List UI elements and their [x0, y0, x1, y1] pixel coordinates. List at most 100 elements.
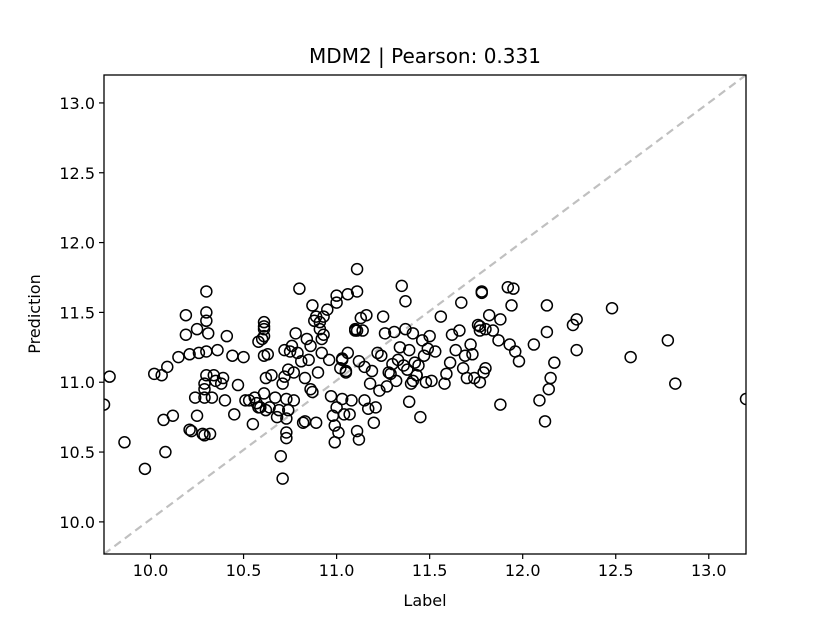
- scatter-point: [196, 427, 209, 441]
- scatter-point: [190, 409, 204, 422]
- scatter-point: [401, 363, 414, 376]
- scatter-point: [570, 343, 583, 357]
- scatter-point: [317, 310, 330, 323]
- scatter-point: [335, 392, 349, 406]
- scatter-point: [343, 408, 356, 421]
- scatter-point: [321, 303, 334, 316]
- identity-reference-line: [104, 75, 746, 554]
- scatter-point: [494, 313, 507, 326]
- scatter-point: [345, 394, 358, 407]
- scatter-point: [328, 419, 341, 432]
- scatter-point: [538, 415, 552, 428]
- scatter-point: [417, 349, 431, 362]
- scatter-point: [503, 338, 516, 351]
- scatter-point: [492, 334, 505, 347]
- scatter-point: [300, 332, 314, 346]
- scatter-point: [239, 394, 252, 407]
- scatter-point: [214, 377, 228, 390]
- scatter-point: [388, 325, 401, 339]
- scatter-point: [274, 449, 288, 463]
- scatter-point: [278, 343, 291, 357]
- y-tick-label: 11.0: [59, 373, 95, 392]
- scatter-point: [425, 374, 438, 388]
- scatter-point: [473, 324, 487, 337]
- scatter-point: [428, 345, 442, 358]
- scatter-point: [393, 341, 407, 354]
- y-tick-label: 12.0: [59, 234, 95, 253]
- scatter-point: [183, 423, 196, 436]
- scatter-point: [291, 346, 304, 360]
- scatter-point: [479, 322, 492, 336]
- scatter-point: [172, 350, 185, 364]
- scatter-point: [471, 318, 485, 332]
- scatter-point: [397, 359, 410, 372]
- scatter-point: [466, 348, 479, 361]
- scatter-point: [237, 350, 250, 364]
- scatter-point: [438, 377, 451, 390]
- scatter-point: [280, 431, 293, 445]
- scatter-point: [339, 364, 353, 378]
- scatter-point: [306, 299, 319, 312]
- scatter-point: [155, 368, 168, 382]
- scatter-point: [289, 327, 302, 340]
- scatter-point: [375, 349, 388, 362]
- scatter-point: [406, 327, 420, 340]
- scatter-point: [259, 403, 273, 417]
- scatter-point: [605, 301, 619, 315]
- scatter-point: [661, 334, 675, 347]
- scatter-point: [527, 338, 541, 351]
- scatter-point: [460, 371, 474, 385]
- scatter-point: [350, 424, 364, 438]
- scatter-point: [505, 299, 518, 312]
- scatter-point: [261, 348, 275, 361]
- scatter-point: [482, 308, 496, 322]
- scatter-point: [399, 294, 412, 308]
- scatter-point: [445, 328, 459, 341]
- scatter-point: [257, 387, 271, 400]
- scatter-point: [369, 401, 382, 414]
- scatter-point: [330, 401, 343, 414]
- scatter-point: [104, 398, 111, 411]
- scatter-point: [200, 368, 213, 382]
- chart-title: MDM2 | Pearson: 0.331: [309, 44, 541, 68]
- scatter-point: [419, 375, 433, 389]
- scatter-point: [421, 342, 435, 355]
- scatter-point: [268, 391, 282, 404]
- scatter-point: [138, 462, 152, 476]
- scatter-point: [404, 377, 418, 390]
- scatter-point: [455, 296, 468, 309]
- scatter-point: [479, 362, 492, 375]
- scatter-point: [544, 371, 557, 385]
- scatter-point: [341, 346, 355, 360]
- scatter-point: [198, 429, 211, 442]
- scatter-point: [350, 285, 364, 298]
- scatter-point: [309, 416, 323, 429]
- scatter-point: [341, 288, 355, 301]
- scatter-point: [257, 322, 271, 336]
- scatter-point: [298, 371, 312, 385]
- scatter-point: [276, 377, 289, 390]
- scatter-point: [295, 355, 308, 368]
- y-tick-label: 10.5: [59, 443, 95, 462]
- scatter-point: [211, 343, 224, 357]
- scatter-point: [280, 392, 293, 406]
- y-tick-label: 12.5: [59, 164, 95, 183]
- scatter-point: [415, 334, 429, 347]
- scatter-point: [443, 356, 457, 369]
- scatter-point: [302, 353, 315, 367]
- scatter-point: [352, 433, 366, 446]
- scatter-point: [475, 285, 489, 298]
- scatter-point: [363, 377, 377, 390]
- scatter-point: [179, 328, 193, 341]
- plot-contents: [104, 75, 746, 554]
- scatter-point: [280, 426, 293, 439]
- scatter-point: [263, 401, 276, 414]
- scatter-point: [380, 380, 394, 393]
- scatter-point: [104, 370, 116, 383]
- scatter-point: [190, 322, 204, 336]
- scatter-point: [272, 403, 286, 417]
- scatter-point: [361, 402, 375, 416]
- scatter-point: [200, 306, 213, 319]
- plot-area: [104, 75, 746, 554]
- x-axis: 10.0 10.5 11.0 11.5 12.0 12.5 13.0: [133, 554, 727, 580]
